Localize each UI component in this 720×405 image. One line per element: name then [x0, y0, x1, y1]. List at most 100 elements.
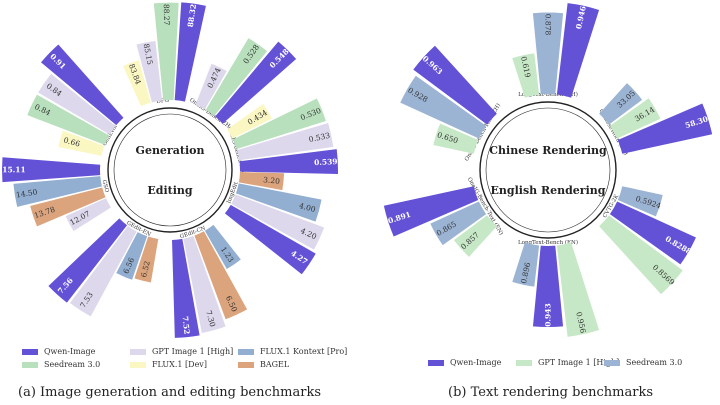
bar — [27, 94, 110, 145]
bar — [183, 235, 226, 334]
bar — [239, 149, 338, 174]
bar — [58, 130, 105, 156]
legend-entry: Seedream 3.0 — [604, 358, 682, 367]
bar — [134, 236, 159, 283]
bar-value-label: 85.15 — [142, 43, 155, 66]
bar-value-label: 7.52 — [181, 316, 192, 335]
legend-entry: GPT Image 1 [High] — [130, 347, 233, 356]
inner-ring — [479, 101, 617, 239]
bar — [556, 242, 600, 337]
bar — [41, 44, 124, 126]
bar — [609, 98, 661, 139]
bar — [232, 98, 326, 150]
bar-value-label: 14.50 — [15, 187, 38, 199]
bar — [453, 215, 497, 257]
bar — [599, 83, 643, 125]
bar-value-label: 6.52 — [139, 260, 152, 279]
inner-ring — [107, 107, 233, 233]
bar — [205, 38, 268, 116]
legend-swatch — [604, 359, 620, 366]
bar-value-label: 3.20 — [263, 175, 281, 186]
bar-value-label: 0.956 — [574, 311, 587, 334]
bar-value-label: 0.539 — [314, 157, 338, 167]
bar — [224, 204, 316, 275]
bar — [609, 201, 696, 265]
center-label-top: Chinese Rendering — [489, 144, 607, 157]
bar — [48, 218, 128, 303]
bar-value-label: 88.27 — [162, 4, 171, 26]
bar-value-label: 0.878 — [544, 14, 553, 36]
legend-entry: Qwen-Image — [22, 347, 95, 356]
legend-swatch — [516, 359, 532, 366]
legend-entry: Seedream 3.0 — [22, 360, 100, 369]
bar — [69, 225, 137, 317]
legend-swatch — [238, 361, 254, 368]
bar — [136, 40, 163, 103]
caption-b: (b) Text rendering benchmarks — [448, 385, 654, 400]
bar — [116, 232, 148, 280]
legend-label: Seedream 3.0 — [626, 358, 683, 367]
bar-value-label: 0.896 — [519, 261, 532, 284]
bar-value-label: 0.533 — [308, 131, 331, 144]
legend-label: GPT Image 1 [High] — [538, 358, 620, 367]
legend-entry: Qwen-Image — [428, 358, 501, 367]
bar — [227, 103, 272, 139]
legend-swatch — [22, 348, 38, 355]
center-label-bottom: Editing — [147, 184, 193, 197]
bar — [38, 73, 116, 135]
legend-label: GPT Image 1 [High] — [152, 347, 234, 356]
inner-ring-thin — [113, 113, 227, 227]
benchmark-label: LongText-Bench (EN) — [518, 239, 578, 246]
bar — [617, 103, 713, 154]
legend-swatch — [22, 361, 38, 368]
legend-label: FLUX.1 Kontext [Pro] — [260, 347, 348, 356]
bar — [153, 2, 179, 101]
bar-value-label: 0.943 — [544, 303, 553, 327]
benchmark-label: DPG — [156, 98, 169, 105]
bar — [433, 123, 479, 154]
bar — [172, 238, 200, 338]
benchmark-label: LongText-Bench (ZH) — [518, 91, 578, 98]
bar — [174, 2, 206, 102]
bar — [556, 3, 600, 98]
legend-label: FLUX.1 [Dev] — [152, 360, 207, 369]
bar — [532, 245, 564, 328]
bar — [215, 41, 297, 124]
legend-entry: GPT Image 1 [High] — [516, 358, 619, 367]
bar — [238, 172, 285, 191]
legend-b: Qwen-Image GPT Image 1 [High] Seedream 3.0 — [428, 358, 718, 374]
caption-a: (a) Image generation and editing benchma… — [18, 385, 321, 400]
bar — [231, 194, 325, 250]
legend-label: Qwen-Image — [44, 347, 96, 356]
bar — [13, 176, 102, 207]
bar — [599, 215, 683, 295]
bar — [235, 183, 322, 222]
bar-value-label: 0.619 — [519, 56, 532, 79]
center-label-top: Generation — [136, 144, 205, 157]
bar-value-label: 4.00 — [298, 201, 317, 214]
legend-label: BAGEL — [260, 360, 290, 369]
bar — [30, 187, 106, 227]
legend-entry: FLUX.1 Kontext [Pro] — [238, 347, 347, 356]
benchmark-label: GSO — [101, 179, 110, 193]
legend-entry: FLUX.1 [Dev] — [130, 360, 207, 369]
bar — [400, 75, 487, 139]
bar — [237, 123, 334, 161]
legend-label: Seedream 3.0 — [44, 360, 101, 369]
bar — [512, 242, 540, 287]
inner-ring-thin — [485, 107, 611, 233]
bar-value-label: 0.66 — [63, 135, 82, 148]
bar — [383, 186, 479, 237]
bar — [617, 186, 663, 217]
bar-value-label: 88.32 — [186, 3, 198, 28]
legend-swatch — [428, 359, 444, 366]
bar — [122, 60, 151, 107]
center-label-bottom: English Rendering — [491, 184, 606, 197]
bar — [65, 198, 111, 232]
legend-label: Qwen-Image — [450, 358, 502, 367]
bar — [430, 201, 487, 246]
bar-value-label: 7.30 — [204, 309, 217, 328]
legend-entry: BAGEL — [238, 360, 289, 369]
